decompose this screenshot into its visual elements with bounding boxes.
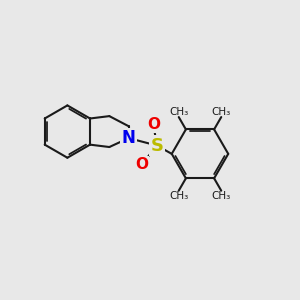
Text: S: S: [150, 136, 164, 154]
Text: N: N: [122, 129, 136, 147]
Text: CH₃: CH₃: [212, 107, 231, 117]
Text: O: O: [147, 117, 160, 132]
Text: CH₃: CH₃: [169, 107, 188, 117]
Text: O: O: [135, 158, 148, 172]
Text: CH₃: CH₃: [212, 191, 231, 201]
Text: CH₃: CH₃: [169, 191, 188, 201]
